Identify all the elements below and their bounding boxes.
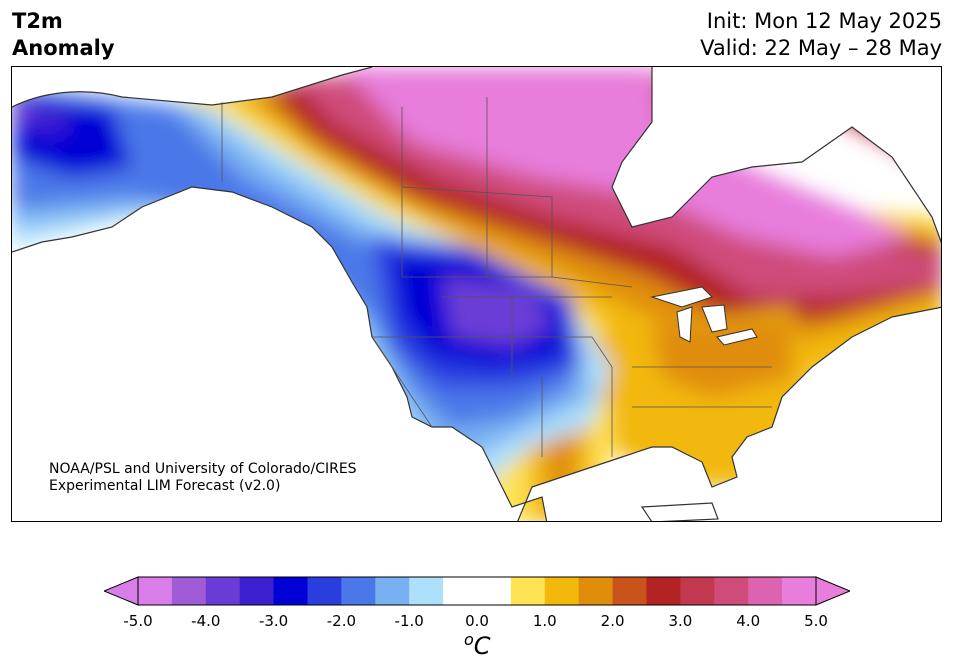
colorbar-cell <box>680 577 715 605</box>
unit-degree: o <box>464 630 474 649</box>
colorbar-cell <box>612 577 647 605</box>
colorbar-cell <box>510 577 546 605</box>
map-svg <box>12 67 941 521</box>
colorbar-low-extend <box>104 576 139 606</box>
colorbar-cell <box>477 577 512 605</box>
colorbar-cell <box>171 577 207 605</box>
valid-range: Valid: 22 May – 28 May <box>700 36 942 60</box>
title-line-2: Anomaly <box>12 36 115 60</box>
colorbar-cell <box>578 577 614 605</box>
coastlines <box>12 67 941 521</box>
colorbar-tick-label: 1.0 <box>532 612 557 630</box>
colorbar-cells <box>138 577 817 605</box>
colorbar-cell <box>138 577 173 605</box>
colorbar-cell <box>782 577 817 605</box>
credit: NOAA/PSL and University of Colorado/CIRE… <box>49 461 357 495</box>
anomaly-field <box>12 67 941 521</box>
colorbar-frame <box>137 576 817 606</box>
colorbar-tick-label: -5.0 <box>123 612 153 630</box>
colorbar-cell <box>375 577 410 605</box>
date-info: Init: Mon 12 May 2025 Valid: 22 May – 28… <box>700 8 942 62</box>
colorbar-cell <box>205 577 241 605</box>
title-line-1: T2m <box>12 9 63 33</box>
colorbar-cell <box>544 577 580 605</box>
colorbar-tick-label: -2.0 <box>326 612 357 630</box>
init-date: Init: Mon 12 May 2025 <box>706 9 942 33</box>
colorbar-cell <box>646 577 681 605</box>
anomaly-map <box>11 66 942 522</box>
colorbar-cell <box>307 577 342 605</box>
colorbar-tick-label: -4.0 <box>191 612 221 630</box>
colorbar-cell <box>714 577 749 605</box>
borders <box>221 97 772 457</box>
colorbar-tick-label: 3.0 <box>668 612 693 630</box>
colorbar-cell <box>239 577 275 605</box>
colorbar-cell <box>273 577 308 605</box>
colorbar-tick-label: -1.0 <box>394 612 424 630</box>
colorbar-tick-label: -3.0 <box>258 612 289 630</box>
colorbar-cell <box>409 577 444 605</box>
colorbar-tick-label: 2.0 <box>600 612 625 630</box>
colorbar <box>104 576 850 606</box>
great-lakes <box>650 286 758 346</box>
colorbar-cell <box>443 577 478 605</box>
colorbar-tick-label: 0.0 <box>465 612 489 630</box>
colorbar-tick-label: 4.0 <box>736 612 761 630</box>
unit-label: oC <box>464 630 491 660</box>
credit-line-1: NOAA/PSL and University of Colorado/CIRE… <box>49 461 357 477</box>
credit-line-2: Experimental LIM Forecast (v2.0) <box>49 478 281 494</box>
title: T2m Anomaly <box>12 8 115 62</box>
colorbar-cell <box>748 577 783 605</box>
colorbar-tick-label: 5.0 <box>804 612 828 630</box>
colorbar-high-extend <box>815 576 850 606</box>
unit-celsius: C <box>473 632 491 660</box>
colorbar-cell <box>341 577 376 605</box>
